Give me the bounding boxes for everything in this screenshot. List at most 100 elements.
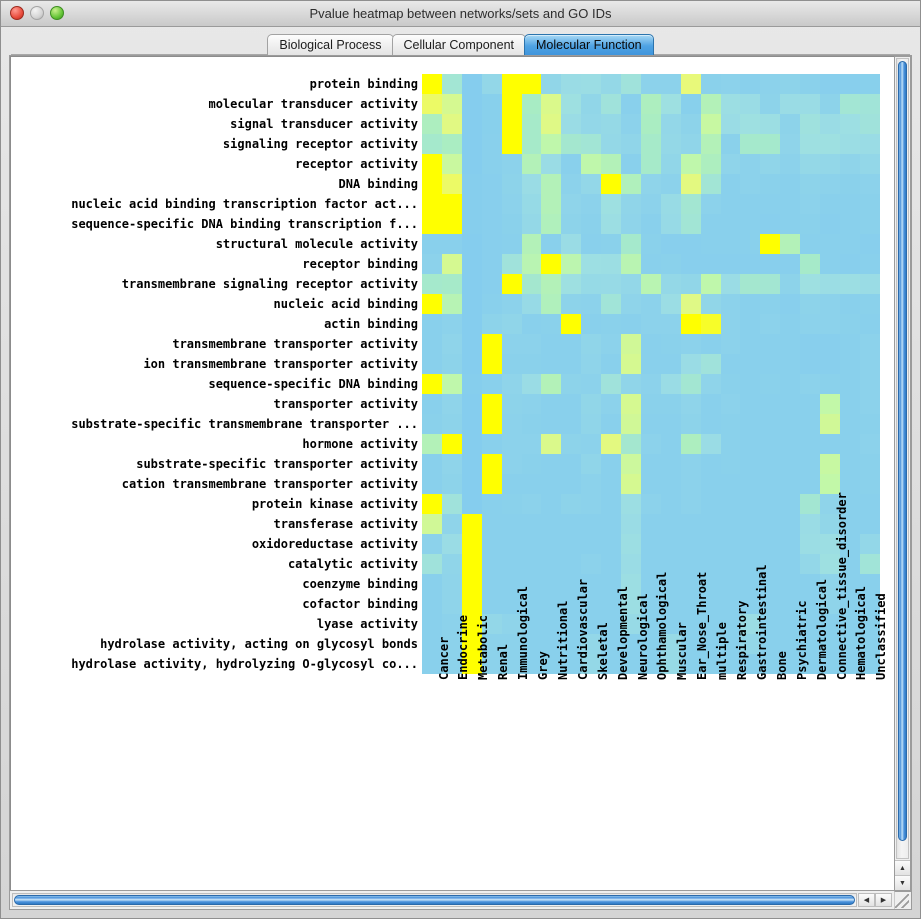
heatmap-cell[interactable] [660, 554, 682, 574]
heatmap-cell[interactable] [820, 74, 841, 94]
heatmap-cell[interactable] [780, 534, 801, 554]
heatmap-cell[interactable] [740, 454, 761, 474]
heatmap-cell[interactable] [481, 254, 503, 274]
heatmap-cell[interactable] [720, 614, 741, 634]
heatmap-cell[interactable] [700, 514, 722, 534]
heatmap-cell[interactable] [601, 354, 622, 374]
heatmap-cell[interactable] [760, 114, 781, 134]
heatmap-cell[interactable] [501, 574, 523, 594]
heatmap-cell[interactable] [521, 494, 542, 514]
heatmap-cell[interactable] [800, 334, 821, 354]
heatmap-cell[interactable] [680, 74, 702, 94]
heatmap-cell[interactable] [441, 214, 463, 234]
heatmap-cell[interactable] [621, 74, 642, 94]
heatmap-cell[interactable] [720, 134, 741, 154]
heatmap-cell[interactable] [501, 474, 523, 494]
heatmap-cell[interactable] [461, 174, 483, 194]
heatmap-cell[interactable] [640, 394, 662, 414]
heatmap-cell[interactable] [640, 554, 662, 574]
heatmap-cell[interactable] [740, 554, 761, 574]
heatmap-cell[interactable] [859, 574, 881, 594]
heatmap-cell[interactable] [541, 194, 562, 214]
heatmap-cell[interactable] [660, 614, 682, 634]
heatmap-cell[interactable] [441, 194, 463, 214]
heatmap-cell[interactable] [422, 314, 443, 334]
heatmap-cell[interactable] [481, 614, 503, 634]
heatmap-cell[interactable] [601, 114, 622, 134]
heatmap-cell[interactable] [680, 354, 702, 374]
heatmap-cell[interactable] [521, 314, 542, 334]
heatmap-cell[interactable] [561, 454, 582, 474]
heatmap-cell[interactable] [461, 554, 483, 574]
heatmap-cell[interactable] [601, 434, 622, 454]
heatmap-cell[interactable] [561, 234, 582, 254]
heatmap-cell[interactable] [720, 114, 741, 134]
heatmap-cell[interactable] [820, 254, 841, 274]
heatmap-cell[interactable] [640, 414, 662, 434]
heatmap-cell[interactable] [700, 434, 722, 454]
heatmap-cell[interactable] [441, 374, 463, 394]
heatmap-cell[interactable] [839, 274, 861, 294]
minimize-button[interactable] [30, 6, 44, 20]
heatmap-cell[interactable] [521, 534, 542, 554]
heatmap-cell[interactable] [501, 174, 523, 194]
heatmap-cell[interactable] [740, 174, 761, 194]
heatmap-cell[interactable] [481, 514, 503, 534]
heatmap-cell[interactable] [660, 634, 682, 654]
heatmap-cell[interactable] [561, 174, 582, 194]
heatmap-cell[interactable] [601, 94, 622, 114]
heatmap-cell[interactable] [660, 314, 682, 334]
heatmap-cell[interactable] [461, 494, 483, 514]
heatmap-cell[interactable] [720, 154, 741, 174]
heatmap-cell[interactable] [601, 454, 622, 474]
heatmap-cell[interactable] [740, 74, 761, 94]
heatmap-cell[interactable] [601, 494, 622, 514]
heatmap-cell[interactable] [820, 654, 841, 674]
heatmap-cell[interactable] [581, 314, 602, 334]
heatmap-cell[interactable] [800, 614, 821, 634]
heatmap-cell[interactable] [820, 154, 841, 174]
heatmap-cell[interactable] [581, 214, 602, 234]
heatmap-cell[interactable] [740, 534, 761, 554]
heatmap-cell[interactable] [839, 414, 861, 434]
heatmap-cell[interactable] [561, 614, 582, 634]
horizontal-scrollbar[interactable]: ◀ ▶ [10, 890, 911, 909]
heatmap-cell[interactable] [820, 194, 841, 214]
heatmap-cell[interactable] [621, 554, 642, 574]
heatmap-cell[interactable] [680, 574, 702, 594]
heatmap-cell[interactable] [481, 654, 503, 674]
heatmap-cell[interactable] [760, 554, 781, 574]
heatmap-cell[interactable] [820, 614, 841, 634]
heatmap-cell[interactable] [859, 114, 881, 134]
heatmap-cell[interactable] [422, 154, 443, 174]
heatmap-cell[interactable] [422, 654, 443, 674]
heatmap-cell[interactable] [422, 234, 443, 254]
heatmap-cell[interactable] [700, 354, 722, 374]
heatmap-cell[interactable] [800, 174, 821, 194]
heatmap-cell[interactable] [561, 534, 582, 554]
heatmap-cell[interactable] [461, 154, 483, 174]
heatmap-cell[interactable] [859, 514, 881, 534]
heatmap-cell[interactable] [720, 334, 741, 354]
heatmap-cell[interactable] [481, 234, 503, 254]
heatmap-cell[interactable] [621, 94, 642, 114]
heatmap-cell[interactable] [720, 514, 741, 534]
heatmap-cell[interactable] [740, 274, 761, 294]
heatmap-cell[interactable] [720, 654, 741, 674]
heatmap-cell[interactable] [660, 654, 682, 674]
heatmap-cell[interactable] [461, 394, 483, 414]
heatmap-cell[interactable] [720, 474, 741, 494]
heatmap-cell[interactable] [501, 234, 523, 254]
tab-cellular-component[interactable]: Cellular Component [391, 34, 526, 55]
heatmap-cell[interactable] [660, 134, 682, 154]
heatmap-cell[interactable] [839, 594, 861, 614]
heatmap-cell[interactable] [859, 354, 881, 374]
heatmap-cell[interactable] [740, 614, 761, 634]
heatmap-cell[interactable] [501, 454, 523, 474]
heatmap-cell[interactable] [481, 314, 503, 334]
heatmap-cell[interactable] [859, 594, 881, 614]
heatmap-cell[interactable] [640, 494, 662, 514]
heatmap-cell[interactable] [561, 294, 582, 314]
heatmap-cell[interactable] [780, 374, 801, 394]
heatmap-cell[interactable] [800, 154, 821, 174]
